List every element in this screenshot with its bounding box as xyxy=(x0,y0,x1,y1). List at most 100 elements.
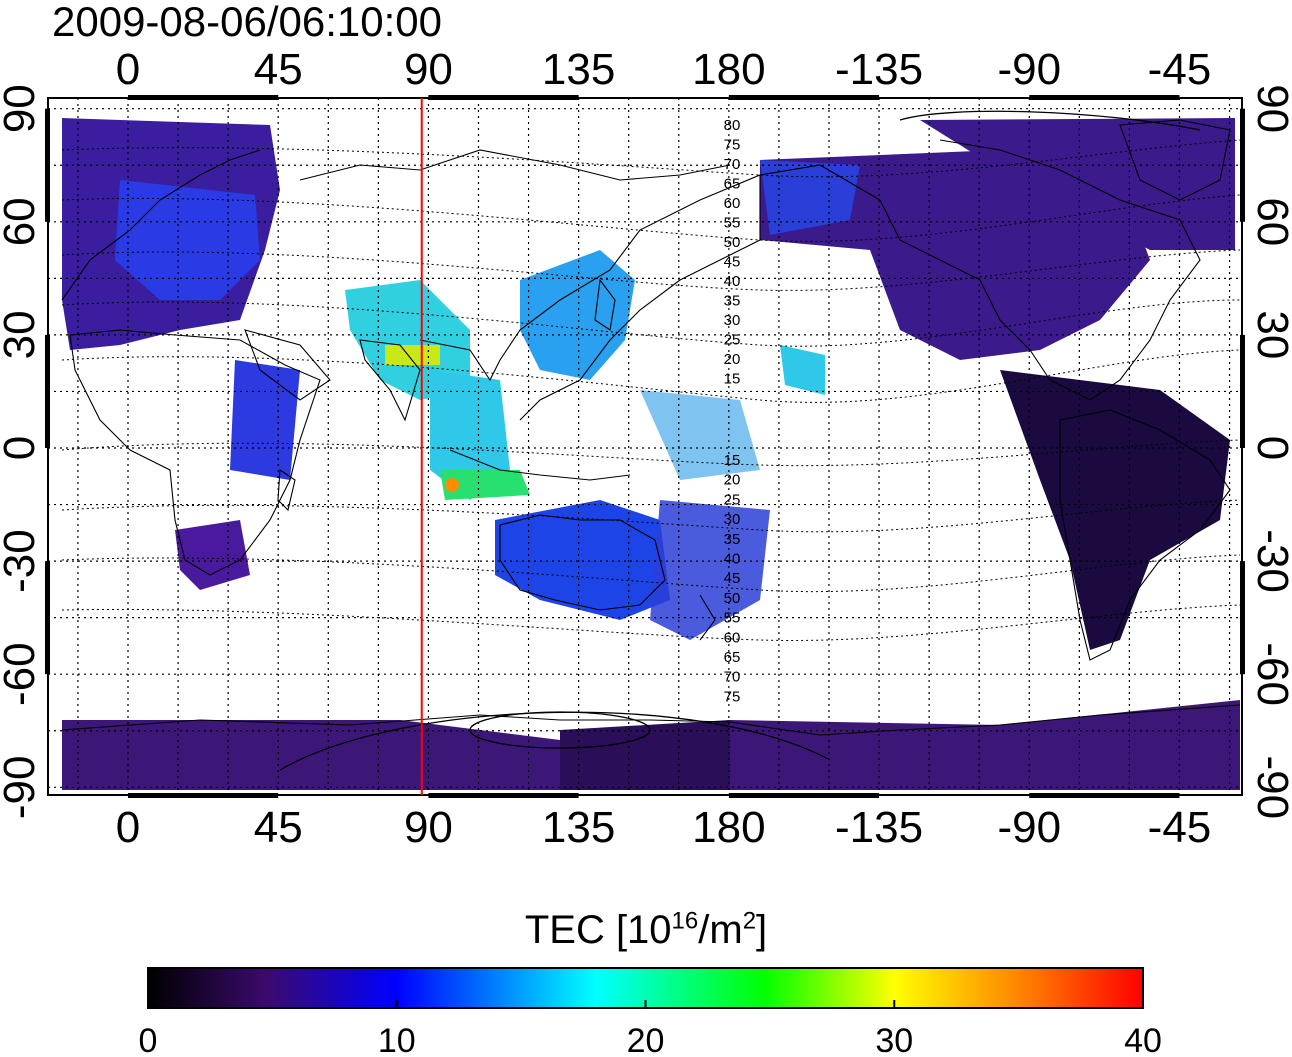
frame-tick-top xyxy=(428,95,579,100)
colorbar-title-exponent: 16 xyxy=(671,907,699,935)
magnetic-contours xyxy=(61,139,1241,641)
bottom-longitude-labels: 0 45 90 135 180 -135 -90 -45 xyxy=(116,803,1212,852)
contour-label: 35 xyxy=(724,293,741,310)
frame-tick-bottom xyxy=(128,793,279,798)
bottom-lon-label: 45 xyxy=(254,803,303,852)
colorbar-title: TEC [1016/m2] xyxy=(0,906,1292,954)
left-lat-label: -60 xyxy=(0,642,44,706)
left-lat-label: -30 xyxy=(0,529,44,593)
contour-label: 35 xyxy=(724,531,741,548)
left-lat-label: 90 xyxy=(0,84,44,133)
coast-japan xyxy=(594,278,616,331)
contour-label: 60 xyxy=(724,629,741,646)
frame-tick-left xyxy=(45,334,50,448)
contour-label: 70 xyxy=(724,669,741,686)
tec-region-europe-blue xyxy=(115,180,260,300)
contour-label: 45 xyxy=(724,254,741,271)
coast-europe xyxy=(61,149,261,301)
contour-label: 30 xyxy=(724,511,741,528)
right-lat-label: -90 xyxy=(1248,756,1292,820)
tec-region-pacific xyxy=(640,390,760,480)
tec-region-india-hot xyxy=(385,345,440,365)
coast-greenland xyxy=(1119,119,1231,201)
frame-tick-right xyxy=(1240,561,1245,675)
top-lon-label: 0 xyxy=(116,45,140,94)
left-lat-label: 60 xyxy=(0,197,44,246)
contour-label: 75 xyxy=(724,688,741,705)
tec-region-arctic-canada xyxy=(920,118,1235,250)
contour-label: 65 xyxy=(724,176,741,193)
top-lon-label: 45 xyxy=(254,45,303,94)
tec-region-east-africa xyxy=(230,360,300,480)
south-pole-contours xyxy=(279,110,1201,771)
coast-madagascar xyxy=(277,469,296,512)
coast-arabia xyxy=(244,329,331,401)
contour-label: 40 xyxy=(724,551,741,568)
contour-label: 65 xyxy=(724,649,741,666)
coast-asia xyxy=(419,174,761,421)
left-latitude-labels: 90 60 30 0 -30 -60 -90 xyxy=(0,84,44,819)
colorbar-tick-label: 20 xyxy=(627,1022,665,1057)
contour-label: 25 xyxy=(724,491,741,508)
tec-data-regions xyxy=(62,118,1240,790)
frame-ticks xyxy=(45,95,1245,798)
coastlines xyxy=(61,119,1241,736)
right-latitude-labels: 90 60 30 0 -30 -60 -90 xyxy=(1248,84,1292,819)
tec-region-indonesia xyxy=(440,470,530,500)
top-lon-label: 135 xyxy=(542,45,615,94)
contour-label: 80 xyxy=(724,117,741,134)
contour-label: 25 xyxy=(724,332,741,349)
tec-region-north-america xyxy=(760,150,1150,360)
frame-tick-top xyxy=(728,95,880,100)
top-lon-label: -135 xyxy=(835,45,923,94)
tec-region-south-america xyxy=(1000,370,1230,650)
tec-region-hawaii xyxy=(780,345,825,395)
coast-india xyxy=(359,339,421,422)
contour-label: 50 xyxy=(724,590,741,607)
colorbar-title-unit-exponent: 2 xyxy=(742,907,757,935)
contour-label: 60 xyxy=(724,195,741,212)
contour-label: 55 xyxy=(724,215,741,232)
coast-africa xyxy=(69,329,321,576)
right-lat-label: -30 xyxy=(1248,529,1292,593)
right-lat-label: 30 xyxy=(1248,310,1292,359)
contour-label: 40 xyxy=(724,273,741,290)
left-lat-label: 0 xyxy=(0,436,44,460)
coast-antarctica xyxy=(61,704,1241,736)
contour-label: 70 xyxy=(724,156,741,173)
contour-label: 45 xyxy=(724,570,741,587)
bottom-lon-label: 0 xyxy=(116,803,140,852)
colorbar-tick-label: 40 xyxy=(1124,1022,1162,1057)
frame-tick-top xyxy=(1029,95,1180,100)
colorbar-tick-label: 30 xyxy=(875,1022,913,1057)
contour-labels-south: 15 20 25 30 35 40 45 50 55 60 65 70 75 xyxy=(724,452,741,705)
contour-label: 75 xyxy=(724,137,741,154)
frame-tick-left xyxy=(45,108,50,222)
contour-label: 15 xyxy=(724,452,741,469)
coast-indonesia xyxy=(449,449,631,481)
top-lon-label: 180 xyxy=(692,45,765,94)
frame-tick-right xyxy=(1240,334,1245,448)
contour-label: 30 xyxy=(724,312,741,329)
tec-region-antarctica-dark xyxy=(560,720,730,790)
frame-tick-top xyxy=(128,95,279,100)
tec-region-india xyxy=(345,280,470,400)
coast-australia xyxy=(499,514,666,611)
colorbar-title-bracket: ] xyxy=(756,908,768,952)
contour-label: 55 xyxy=(724,610,741,627)
colorbar-title-unit: /m xyxy=(698,908,743,952)
right-lat-label: 90 xyxy=(1248,84,1292,133)
frame-tick-left xyxy=(45,561,50,675)
tec-region-seasia xyxy=(430,370,510,500)
frame-tick-right xyxy=(1240,108,1245,222)
bottom-lon-label: 135 xyxy=(542,803,615,852)
coast-south-america xyxy=(1059,409,1231,661)
contour-label: 15 xyxy=(724,371,741,388)
colorbar-title-main: TEC [10 xyxy=(524,908,672,952)
right-lat-label: 60 xyxy=(1248,197,1292,246)
contour-label: 20 xyxy=(724,472,741,489)
left-lat-label: 30 xyxy=(0,310,44,359)
tec-region-south-africa xyxy=(175,520,250,590)
tec-region-australia xyxy=(495,500,670,620)
